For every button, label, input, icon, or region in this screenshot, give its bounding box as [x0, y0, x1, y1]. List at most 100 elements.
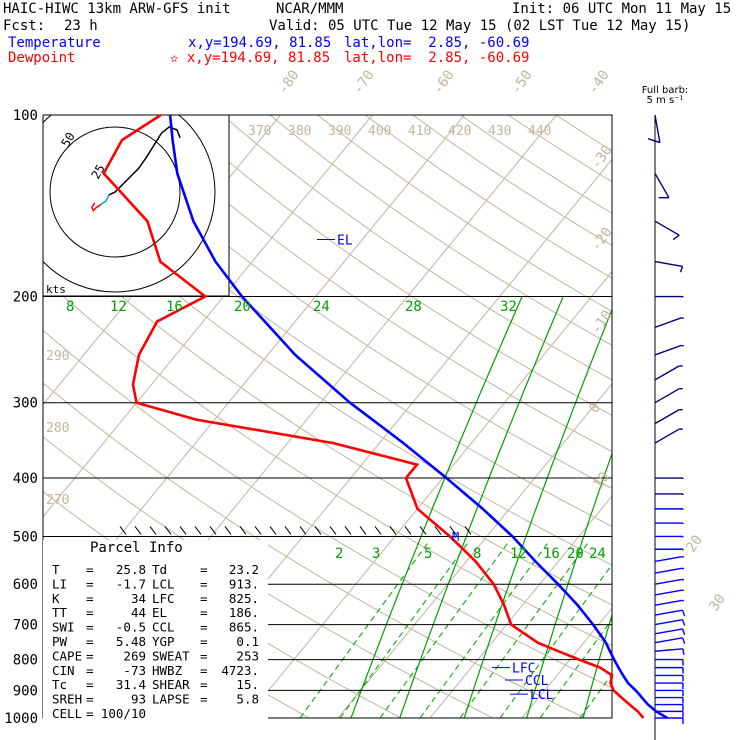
temperature-profile: [168, 114, 669, 720]
hodograph-units: kts: [46, 283, 66, 296]
wind-barbs: [647, 114, 686, 724]
model-title: HAIC-HIWC 13km ARW-GFS init: [3, 1, 231, 17]
fcst-label: Fcst:: [3, 18, 46, 34]
surface-tick: [119, 526, 127, 535]
wind-barb-staff: [654, 599, 683, 606]
isotherm-label: -70: [350, 67, 378, 97]
isotherm: [337, 383, 612, 718]
surface-tick: [149, 526, 157, 535]
parcel-value: -0.5: [116, 620, 146, 635]
parcel-key: EL: [152, 605, 167, 620]
surface-tick: [164, 526, 172, 535]
parcel-value: 5.48: [116, 634, 146, 649]
wind-barb-flag: [682, 589, 685, 592]
wind-barb: [654, 344, 684, 356]
wind-barb-staff: [654, 428, 680, 444]
mixing-ratio-label-upper: 8: [66, 299, 74, 315]
theta-label: 370: [248, 124, 271, 139]
moist-adiabat: [459, 539, 591, 718]
wind-barb-staff: [654, 388, 680, 404]
parcel-value: 34: [131, 591, 146, 606]
pressure-tick-800: 800: [13, 653, 38, 669]
parcel-value: 5.8: [236, 692, 259, 707]
moist-adiabat: [339, 539, 471, 718]
parcel-eq: =: [200, 692, 208, 707]
wind-barb-flag: [647, 137, 661, 144]
pressure-tick-1000: 1000: [4, 711, 38, 727]
wind-barb: [654, 628, 686, 635]
wind-barb: [654, 388, 683, 404]
dewpoint-xy: ✫ x,y=194.69, 81.85: [170, 50, 331, 66]
surface-tick: [134, 526, 142, 535]
wind-barb-staff: [654, 114, 661, 143]
mixing-ratio-label-lower: 20: [567, 546, 584, 562]
parcel-key: YGP: [152, 634, 175, 649]
wind-barb-staff: [654, 260, 683, 268]
surface-tick: [299, 526, 307, 535]
parcel-value: 44: [131, 605, 146, 620]
wind-barb: [655, 717, 684, 724]
mixing-ratio-line: [582, 612, 612, 718]
dry-adiabat: [43, 329, 612, 689]
parcel-value: 186.: [229, 605, 259, 620]
surface-tick: [464, 526, 472, 535]
mixing-ratio-label-upper: 12: [110, 299, 127, 315]
surface-tick: [404, 526, 412, 535]
isotherm-label: -60: [430, 67, 458, 97]
mixing-ratio-line: [685, 297, 740, 719]
parcel-key: Tc: [52, 677, 67, 692]
level-label: EL: [337, 234, 353, 249]
pressure-tick-600: 600: [13, 577, 38, 593]
wind-barb: [655, 658, 684, 666]
mixing-ratio-line: [463, 308, 612, 718]
moist-adiabat: [419, 539, 551, 718]
isotherm: [429, 495, 612, 718]
wind-barb-staff: [654, 555, 683, 563]
level-label: LFC: [512, 662, 535, 677]
moist-adiabat: [539, 618, 612, 718]
isotherm: [521, 607, 612, 718]
hodograph-mid-trace: [100, 194, 110, 206]
wind-barb-staff: [654, 173, 670, 199]
parcel-eq: =: [86, 692, 94, 707]
hodograph: 25 50 kts: [42, 114, 230, 297]
parcel-eq: =: [200, 677, 208, 692]
theta-label: 400: [368, 124, 391, 139]
parcel-key: SHEAR: [152, 677, 190, 692]
wind-barb-staff: [654, 578, 683, 585]
wind-barb: [655, 689, 684, 697]
parcel-key: CIN: [52, 663, 75, 678]
wind-barb: [654, 567, 685, 574]
surface-tick: [209, 526, 217, 535]
isotherm-label: 30: [706, 591, 729, 614]
parcel-key: LCL: [152, 576, 175, 591]
surface-tick: [224, 526, 232, 535]
dry-adiabat: [174, 115, 612, 416]
parcel-key: PW: [52, 634, 68, 649]
isotherm: [696, 102, 740, 731]
parcel-eq: =: [86, 620, 94, 635]
wind-barb: [654, 619, 686, 626]
dry-adiabat: [43, 125, 612, 527]
surface-tick: [374, 526, 382, 535]
wind-barb-staff: [654, 365, 680, 381]
level-label: LCL: [530, 688, 554, 703]
parcel-eq: =: [200, 663, 208, 678]
parcel-eq: =: [86, 605, 94, 620]
moist-adiabat: [579, 673, 612, 718]
wind-barb: [654, 365, 683, 381]
moist-adiabat: [379, 539, 511, 718]
dry-adiabat: [507, 115, 612, 183]
theta-label: 390: [328, 124, 351, 139]
mixing-ratio-line: [708, 297, 740, 719]
hodograph-frame: [42, 114, 230, 297]
wind-barb: [654, 173, 670, 199]
parcel-key: CCL: [152, 620, 175, 635]
surface-tick: [179, 526, 187, 535]
hodograph-ring-label: 25: [88, 162, 107, 182]
parcel-key: T: [52, 562, 60, 577]
theta-label: 380: [288, 124, 311, 139]
dry-adiabat: [412, 115, 612, 246]
mixing-ratio-label-lower: 5: [424, 546, 432, 562]
parcel-eq: =: [200, 648, 208, 663]
